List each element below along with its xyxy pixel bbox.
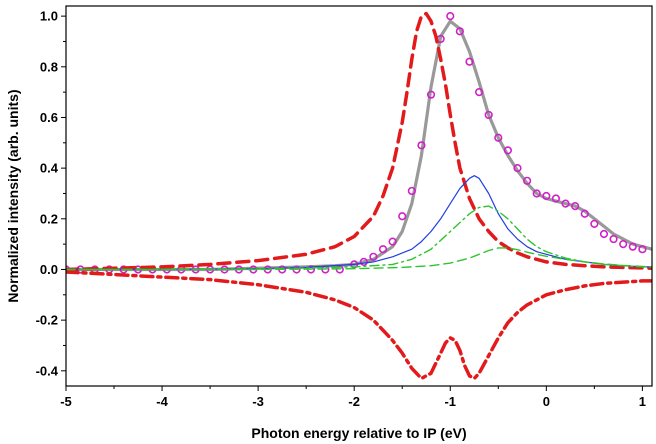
data-point [513, 164, 522, 173]
x-tick-label: -5 [60, 394, 72, 409]
data-point [417, 141, 426, 150]
data-point [369, 252, 378, 261]
series-layer [66, 11, 652, 381]
data-point [551, 194, 561, 203]
series-line-green-dashdot [66, 205, 652, 271]
data-point [484, 110, 493, 120]
y-tick-label: 1.0 [40, 9, 58, 24]
data-point [426, 90, 436, 99]
data-point [532, 189, 541, 198]
data-point [628, 242, 637, 251]
x-tick-label: 1 [639, 394, 646, 409]
series-line-blue-solid-thin [66, 175, 652, 271]
y-tick-label: 0.8 [40, 59, 58, 74]
data-point [542, 191, 551, 201]
plot-frame [65, 5, 653, 387]
data-point [590, 219, 599, 228]
data-point [359, 257, 368, 266]
data-point [407, 186, 416, 196]
data-point [609, 234, 618, 244]
x-tick-label: -4 [156, 394, 168, 409]
x-tick-label: -3 [252, 394, 264, 409]
y-axis-title: Normalized intensity (arb. units) [5, 89, 21, 302]
x-tick-label: 0 [543, 394, 550, 409]
y-tick-label: -0.4 [36, 363, 59, 378]
data-point [561, 199, 570, 208]
data-point [398, 212, 407, 221]
data-point [638, 245, 647, 254]
y-tick-label: -0.2 [36, 313, 58, 328]
y-tick-label: 0.0 [40, 262, 58, 277]
data-point [619, 240, 628, 249]
y-tick-label: 0.4 [40, 161, 59, 176]
data-point [599, 229, 609, 239]
data-point [474, 88, 484, 97]
data-point [388, 237, 397, 246]
data-point [503, 146, 513, 155]
y-tick-label: 0.2 [40, 211, 58, 226]
data-point [523, 176, 532, 185]
y-tick-label: 0.6 [40, 110, 58, 125]
series-line-red-dashdot-thick [66, 270, 652, 381]
x-tick-label: -2 [348, 394, 360, 409]
data-point [494, 133, 503, 142]
x-tick-label: -1 [444, 394, 456, 409]
data-point [455, 27, 464, 36]
x-axis-title: Photon energy relative to IP (eV) [251, 425, 466, 441]
data-point [446, 12, 455, 21]
data-point [580, 209, 589, 218]
ticks-layer: -5 -4 -3 -2 -1 0 1 -0.4 -0.2 0.0 0.2 0.4 0.6 0.8 1.0 [36, 9, 646, 409]
data-point [571, 202, 580, 211]
series-line-gray-solid-thick [66, 19, 652, 272]
series-line-red-dashed-thick [66, 11, 652, 272]
data-point [378, 245, 388, 254]
data-point [465, 57, 474, 66]
series-line-green-dashed [66, 247, 652, 271]
